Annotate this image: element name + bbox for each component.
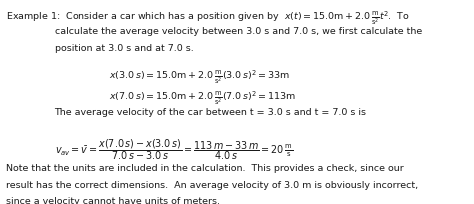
Text: $x(7.0\,s)=15.0\mathrm{m}+2.0\,\frac{\mathrm{m}}{\mathrm{s}^2}(7.0\,s)^2=113\mat: $x(7.0\,s)=15.0\mathrm{m}+2.0\,\frac{\ma… — [109, 89, 296, 106]
Text: Note that the units are included in the calculation.  This provides a check, sin: Note that the units are included in the … — [6, 164, 403, 173]
Text: position at 3.0 s and at 7.0 s.: position at 3.0 s and at 7.0 s. — [55, 44, 193, 53]
Text: $v_{av}=\bar{v}=\dfrac{x(7.0\,s)-x(3.0\,s)}{7.0\,s-3.0\,s}=\dfrac{113\,m-33\,m}{: $v_{av}=\bar{v}=\dfrac{x(7.0\,s)-x(3.0\,… — [55, 136, 292, 161]
Text: $x(3.0\,s)=15.0\mathrm{m}+2.0\,\frac{\mathrm{m}}{\mathrm{s}^2}(3.0\,s)^2=33\math: $x(3.0\,s)=15.0\mathrm{m}+2.0\,\frac{\ma… — [109, 68, 290, 85]
Text: The average velocity of the car between t = 3.0 s and t = 7.0 s is: The average velocity of the car between … — [55, 108, 366, 117]
Text: result has the correct dimensions.  An average velocity of 3.0 m is obviously in: result has the correct dimensions. An av… — [6, 180, 418, 189]
Text: since a velocity cannot have units of meters.: since a velocity cannot have units of me… — [6, 196, 219, 204]
Text: Example 1:  Consider a car which has a position given by  $x(t)=15.0\mathrm{m}+2: Example 1: Consider a car which has a po… — [6, 9, 410, 27]
Text: calculate the average velocity between 3.0 s and 7.0 s, we first calculate the: calculate the average velocity between 3… — [55, 27, 422, 35]
